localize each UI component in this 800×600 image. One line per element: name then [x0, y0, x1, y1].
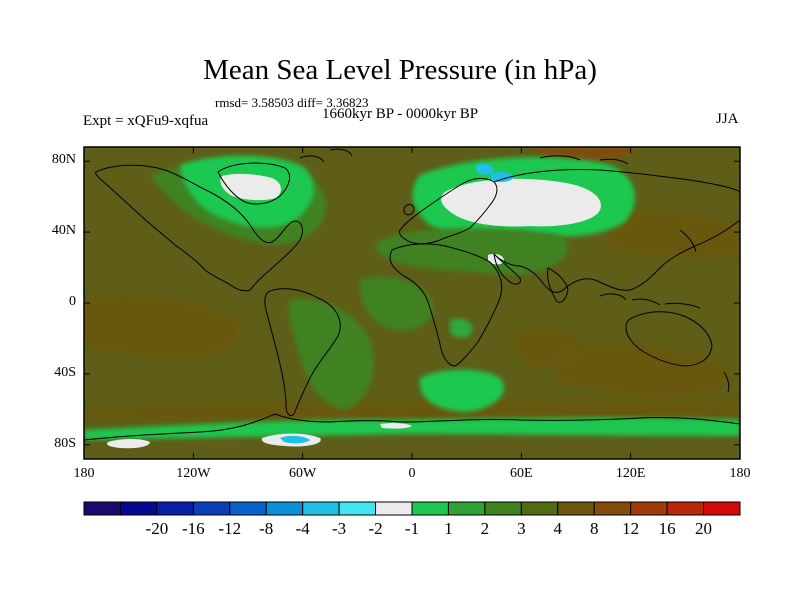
- uk-coast: [403, 203, 415, 216]
- experiment-label: Expt = xQFu9-xqfua: [83, 113, 209, 129]
- x-tick-label: 60W: [289, 466, 317, 481]
- colorbar-tick-label: -20: [145, 519, 169, 538]
- colorbar-tick-label: -1: [404, 519, 420, 538]
- y-tick-label: 80S: [54, 435, 76, 451]
- colorbar-tick-label: -2: [368, 519, 383, 538]
- colorbar-tick-label: -4: [295, 519, 310, 538]
- rmsd-diff-stats: rmsd= 3.58503 diff= 3.36823: [215, 95, 369, 110]
- y-tick-label: 0: [69, 294, 76, 309]
- south-atlantic-anomaly: [419, 369, 504, 412]
- colorbar-tick-label: 2: [480, 519, 490, 538]
- colorbar-tick-label: 12: [622, 519, 640, 538]
- colorbar-swatch: [484, 501, 522, 516]
- colorbar-swatch: [302, 501, 340, 516]
- greenland-high-anomaly: [220, 173, 281, 201]
- africa-green: [450, 318, 473, 338]
- y-tick-label: 40S: [54, 364, 76, 380]
- colorbar-swatch: [192, 501, 231, 516]
- southern-ocean-brown: [84, 398, 740, 421]
- map-title: Mean Sea Level Pressure (in hPa): [203, 54, 597, 86]
- x-tick-label: 120W: [176, 466, 211, 481]
- colorbar-tick-label: 4: [553, 519, 563, 538]
- colorbar-swatch: [83, 501, 121, 516]
- y-tick-label: 40N: [51, 223, 76, 239]
- antarctic-white-west: [107, 439, 150, 449]
- colorbar-tick-label: 1: [444, 519, 453, 538]
- africa-coast: [389, 243, 503, 367]
- colorbar: [83, 501, 741, 516]
- pacific-high-anomaly-east: [555, 344, 730, 397]
- colorbar-swatch: [593, 501, 632, 516]
- scandinavia-low-anomaly-2: [490, 171, 514, 183]
- axis-ticks: [83, 147, 741, 459]
- middle-east-white: [488, 253, 505, 265]
- greenland-coast: [217, 162, 291, 205]
- asia-coast: [493, 169, 740, 293]
- europe-coast: [399, 177, 498, 245]
- antarctic-white-coast: [380, 422, 412, 429]
- north-eurasia-anomaly: [441, 178, 601, 227]
- eurasia-green-ext: [375, 228, 568, 275]
- antarctic-low-anomaly: [280, 435, 310, 444]
- colorbar-swatch: [557, 501, 595, 516]
- colorbar-tick-label: -8: [259, 519, 274, 538]
- new-zealand-coast: [723, 371, 730, 393]
- colorbar-swatch: [375, 501, 413, 516]
- south-america-anomaly: [288, 299, 374, 410]
- india-coast: [547, 267, 569, 303]
- colorbar-swatch: [411, 501, 449, 516]
- colorbar-swatch: [338, 501, 377, 516]
- scandinavia-low-anomaly: [475, 163, 494, 175]
- colorbar-swatch: [520, 501, 559, 516]
- colorbar-swatch: [666, 501, 705, 516]
- colorbar-swatch: [119, 501, 158, 516]
- colorbar-tick-label: -16: [181, 519, 205, 538]
- antarctica-coast: [84, 413, 740, 441]
- indian-ocean-anomaly: [514, 326, 581, 369]
- x-tick-label: 180: [73, 466, 95, 481]
- coastlines: [84, 148, 740, 441]
- x-tick-label: 120E: [615, 466, 646, 481]
- season-label: JJA: [716, 111, 739, 127]
- arctic-red: [530, 147, 640, 161]
- anomaly-fields: [84, 147, 740, 449]
- australia-coast: [625, 311, 713, 367]
- colorbar-swatch: [156, 501, 194, 516]
- colorbar-swatch: [229, 501, 267, 516]
- colorbar-tick-label: -12: [218, 519, 242, 538]
- tropical-atlantic-anomaly: [359, 276, 434, 331]
- antarctic-coast-green: [84, 417, 740, 440]
- japan-coast: [679, 229, 697, 253]
- x-tick-label: 0: [408, 466, 416, 481]
- arctic-islands: [299, 148, 629, 165]
- north-america-coast: [95, 164, 303, 292]
- colorbar-tick-label: 20: [695, 519, 713, 538]
- north-pacific-high: [610, 210, 740, 259]
- colorbar-swatch: [703, 501, 741, 516]
- colorbar-tick-label: 16: [658, 519, 676, 538]
- pacific-high-anomaly: [84, 293, 240, 359]
- x-tick-label: 180: [729, 466, 751, 481]
- colorbar-tick-label: 8: [589, 519, 599, 538]
- colorbar-tick-label: 3: [517, 519, 526, 538]
- colorbar-tick-label: -3: [332, 519, 347, 538]
- indonesia-coast: [599, 293, 701, 309]
- colorbar-swatch: [447, 501, 486, 516]
- time-period-label: 1660kyr BP - 0000kyr BP: [322, 106, 479, 122]
- y-tick-label: 80N: [51, 152, 76, 168]
- arabia-coast: [493, 253, 521, 285]
- south-america-coast: [264, 288, 341, 417]
- x-tick-label: 60E: [510, 466, 533, 481]
- colorbar-swatch: [630, 501, 668, 516]
- colorbar-swatch: [265, 501, 304, 516]
